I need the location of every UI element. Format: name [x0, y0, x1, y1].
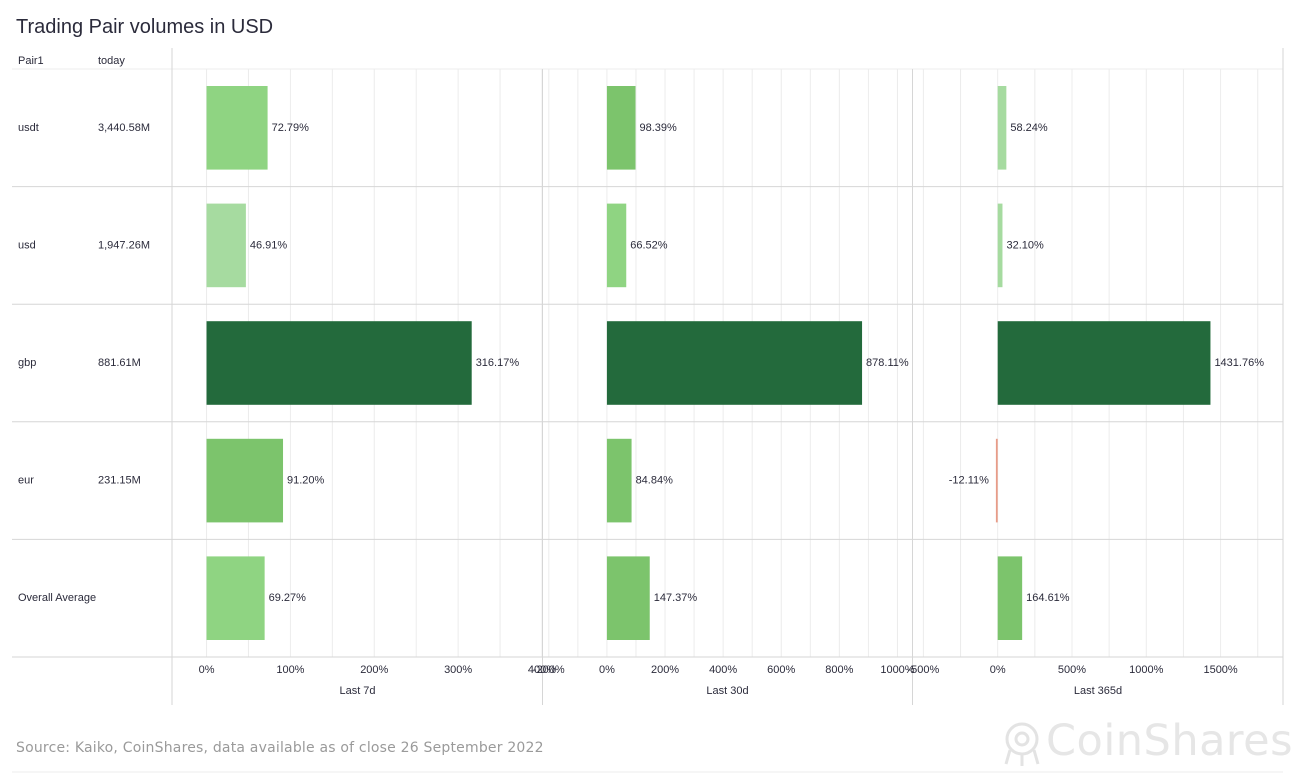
axis-label: Last 30d — [706, 685, 748, 697]
data-label: 878.11% — [866, 357, 909, 369]
bar — [606, 86, 636, 170]
bar — [206, 321, 472, 405]
bar — [606, 438, 632, 523]
bar — [606, 203, 627, 288]
tick-label: 1500% — [1203, 664, 1237, 676]
tick-label: 400% — [709, 664, 737, 676]
bar — [206, 86, 268, 170]
data-label: 66.52% — [630, 239, 668, 251]
bar — [206, 438, 284, 523]
tick-label: 600% — [767, 664, 795, 676]
row-value-today: 1,947.26M — [98, 239, 150, 251]
tick-label: 200% — [651, 664, 679, 676]
bar — [995, 438, 998, 523]
tick-label: 500% — [1058, 664, 1086, 676]
row-label-pair: eur — [18, 475, 34, 487]
data-label: 84.84% — [636, 475, 674, 487]
bar — [606, 321, 863, 405]
row-value-today: 231.15M — [98, 475, 141, 487]
bar — [997, 203, 1003, 288]
source-note: Source: Kaiko, CoinShares, data availabl… — [16, 740, 544, 756]
data-label: 58.24% — [1010, 122, 1048, 134]
data-label: 91.20% — [287, 475, 325, 487]
column-header-today: today — [98, 55, 125, 67]
chart-title: Trading Pair volumes in USD — [16, 16, 274, 38]
bar — [997, 321, 1211, 405]
bar — [606, 556, 650, 640]
data-label: 1431.76% — [1214, 357, 1264, 369]
bar — [997, 86, 1007, 170]
data-label: 164.61% — [1026, 592, 1070, 604]
data-label: 98.39% — [640, 122, 678, 134]
tick-label: 100% — [276, 664, 304, 676]
row-label-pair: usdt — [18, 122, 39, 134]
row-label-pair: usd — [18, 239, 36, 251]
tick-label: -500% — [908, 664, 940, 676]
data-label: 46.91% — [250, 239, 288, 251]
tick-label: 1000% — [880, 664, 914, 676]
bar — [206, 203, 246, 288]
tick-label: -200% — [533, 664, 565, 676]
tick-label: 1000% — [1129, 664, 1163, 676]
tick-label: 0% — [199, 664, 215, 676]
axis-label: Last 7d — [339, 685, 375, 697]
coinshares-logo-icon — [1004, 722, 1040, 766]
row-value-today: 881.61M — [98, 357, 141, 369]
data-label: 69.27% — [269, 592, 307, 604]
data-label: 32.10% — [1006, 239, 1044, 251]
data-label: 72.79% — [272, 122, 310, 134]
tick-label: 0% — [990, 664, 1006, 676]
column-header-pair: Pair1 — [18, 55, 44, 67]
data-label: 147.37% — [654, 592, 698, 604]
data-label: 316.17% — [476, 357, 520, 369]
tick-label: 200% — [360, 664, 388, 676]
tick-label: 400% — [528, 664, 556, 676]
tick-label: 0% — [599, 664, 615, 676]
tick-label: 800% — [825, 664, 853, 676]
row-value-today: 3,440.58M — [98, 122, 150, 134]
coinshares-logo-text: CoinShares — [1046, 716, 1294, 766]
axis-label: Last 365d — [1074, 685, 1122, 697]
bar — [997, 556, 1023, 640]
data-label: -12.11% — [949, 475, 989, 487]
row-label-pair: Overall Average — [18, 592, 96, 604]
coinshares-logo: CoinShares — [1002, 716, 1293, 770]
tick-label: 300% — [444, 664, 472, 676]
bar — [206, 556, 265, 640]
row-label-pair: gbp — [18, 357, 36, 369]
